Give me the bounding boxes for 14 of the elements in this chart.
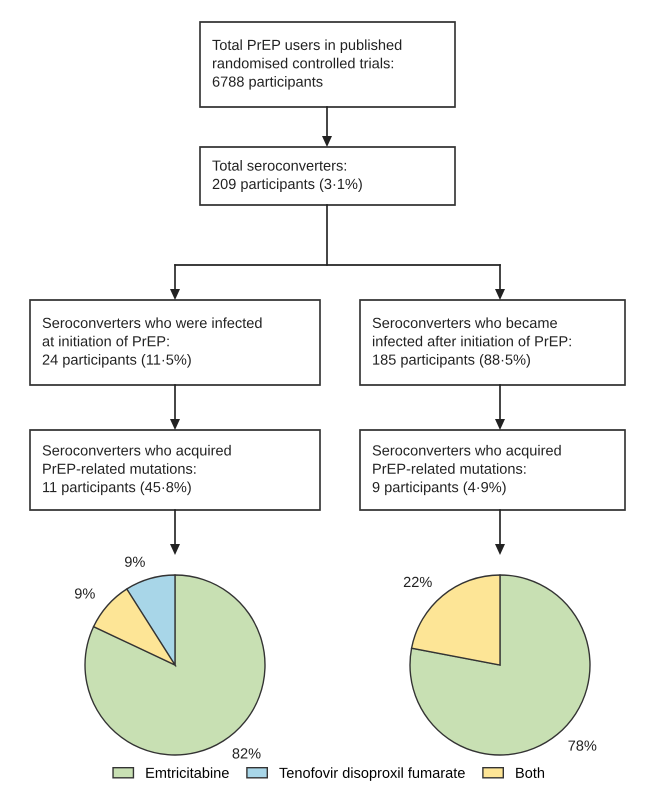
text: Seroconverters who became infected after initiation of PrEP: 185 participants (88·5%): [372, 317, 571, 368]
legend-label: Both: [516, 767, 544, 778]
text: Total seroconverters: 209 participants (3·1%): [212, 160, 362, 192]
text: Total PrEP users in published randomised controlled trials: 6788 participants: [212, 39, 402, 90]
legend-label: Tenofovir disoproxil fumarate: [279, 767, 465, 781]
data-label: 9%: [74, 588, 95, 599]
data-label: 22%: [404, 576, 432, 588]
text: Seroconverters who acquired PrEP-related mutations: 11 participants (45·8%): [42, 444, 231, 496]
data-label: 9%: [124, 556, 145, 567]
text: Seroconverters who acquired PrEP-related mutations: 9 participants (4·9%): [372, 444, 561, 496]
text: Seroconverters who were infected at initiation of PrEP: 24 participants (11·5%): [42, 317, 262, 368]
legend-label: Emtricitabine: [146, 767, 229, 778]
data-label: 78%: [568, 740, 596, 751]
data-label: 82%: [232, 748, 261, 759]
